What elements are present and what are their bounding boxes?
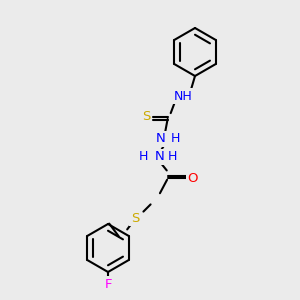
Text: H: H xyxy=(139,151,148,164)
Text: N: N xyxy=(156,133,166,146)
Text: H: H xyxy=(168,151,177,164)
Text: S: S xyxy=(142,110,150,124)
Text: NH: NH xyxy=(174,89,192,103)
Text: O: O xyxy=(188,172,198,184)
Text: H: H xyxy=(171,131,180,145)
Text: S: S xyxy=(131,212,139,224)
Text: N: N xyxy=(155,151,165,164)
Text: F: F xyxy=(104,278,112,290)
